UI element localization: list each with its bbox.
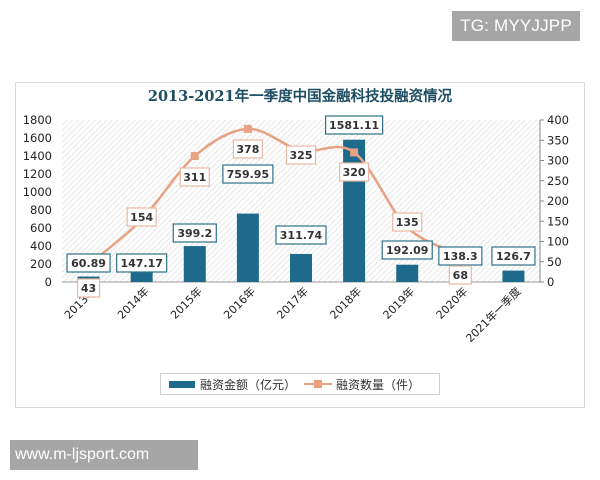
svg-text:320: 320: [343, 166, 366, 179]
right-axis-tick: 350: [547, 133, 569, 147]
x-axis-labels: 2013年 2014年 2015年 2016年 2017年 2018年 2019年 2020年…: [61, 284, 523, 345]
chart-legend: 融资金额（亿元） 融资数量（件）: [160, 373, 440, 395]
svg-text:311.74: 311.74: [280, 229, 323, 242]
line-data-label: 311: [179, 167, 210, 187]
x-axis-label: 2014年: [114, 284, 151, 321]
right-axis-tick: 150: [547, 214, 569, 228]
bar-data-label: 1581.11: [325, 115, 384, 135]
x-axis-label: 2020年: [433, 284, 470, 321]
x-axis-label: 2015年: [167, 284, 204, 321]
svg-text:68: 68: [453, 269, 468, 282]
left-axis-tick: 400: [30, 239, 52, 253]
line-data-label: 325: [285, 145, 317, 165]
legend-item-amount: 融资金额（亿元）: [169, 376, 296, 393]
bar-swatch-icon: [169, 380, 195, 388]
legend-label-amount: 融资金额（亿元）: [200, 377, 297, 392]
line-data-label: 378: [232, 139, 263, 159]
svg-text:325: 325: [290, 149, 313, 162]
bar: [502, 270, 525, 282]
svg-text:135: 135: [396, 216, 419, 229]
legend-label-count: 融资数量（件）: [336, 377, 421, 392]
bar-data-label: 399.2: [172, 223, 217, 243]
right-axis-tick: 300: [547, 154, 569, 168]
left-axis-tick: 1200: [23, 167, 52, 181]
bar-data-label: 126.7: [491, 246, 536, 266]
line-data-label: 135: [392, 212, 423, 232]
svg-text:378: 378: [236, 143, 259, 156]
x-axis-label: 2018年: [327, 284, 364, 321]
line-marker-icon: [350, 148, 359, 157]
bar: [396, 264, 419, 282]
left-axis-tick: 1000: [23, 185, 52, 199]
x-axis-label: 2019年: [380, 284, 417, 321]
line-marker-swatch-icon: [304, 379, 333, 389]
left-axis-tick: 1400: [23, 149, 52, 163]
right-axis-tick: 0: [547, 275, 554, 289]
right-axis-tick: 200: [547, 194, 569, 208]
bar-data-label: 759.95: [222, 164, 274, 184]
left-axis-tick: 600: [30, 221, 52, 235]
bar-data-label: 60.89: [66, 253, 111, 273]
left-axis-tick: 1800: [23, 113, 52, 127]
svg-text:43: 43: [81, 282, 96, 295]
right-axis-tick: 50: [547, 255, 562, 269]
line-data-label: 43: [76, 278, 101, 298]
bar-data-label: 147.17: [116, 253, 168, 273]
x-axis-label: 2021年一季度: [463, 284, 524, 345]
watermark-bottom: www.m-ljsport.com: [10, 440, 198, 470]
chart-title: 2013-2021年一季度中国金融科技投融资情况: [147, 88, 453, 105]
bar: [183, 246, 206, 282]
line-marker-icon: [190, 152, 199, 161]
svg-text:154: 154: [130, 211, 153, 224]
x-axis-label: 2016年: [221, 284, 258, 321]
svg-text:399.2: 399.2: [177, 227, 212, 240]
line-marker-icon: [243, 124, 252, 133]
x-axis-label: 2017年: [274, 284, 311, 321]
right-axis-tick: 400: [547, 113, 569, 127]
svg-text:311: 311: [183, 171, 206, 184]
bar-data-label: 192.09: [381, 240, 433, 260]
bar-data-label: 138.3: [438, 246, 483, 266]
svg-text:60.89: 60.89: [71, 257, 106, 270]
legend-item-count: 融资数量（件）: [304, 376, 420, 393]
right-y-axis: 0 50 100 150 200 250 300 350 400: [539, 113, 569, 289]
svg-text:126.7: 126.7: [496, 250, 531, 263]
svg-text:147.17: 147.17: [120, 257, 162, 270]
left-axis-tick: 200: [30, 257, 52, 271]
bar: [290, 253, 312, 282]
left-axis-tick: 0: [45, 275, 52, 289]
line-data-label: 154: [126, 207, 157, 227]
data-labels: 60.89 147.17 399.2 759.95 311.74 1581.11 192.0…: [66, 115, 536, 298]
right-axis-tick: 250: [547, 174, 569, 188]
svg-text:192.09: 192.09: [386, 244, 428, 257]
watermark-top: TG: MYYJJPP: [452, 11, 580, 41]
left-axis-tick: 1600: [23, 131, 52, 145]
line-data-label: 320: [339, 162, 370, 182]
bar: [236, 213, 259, 282]
line-data-label: 68: [448, 265, 472, 285]
svg-text:1581.11: 1581.11: [329, 119, 379, 132]
right-axis-tick: 100: [547, 235, 569, 249]
bar-data-label: 311.74: [275, 225, 327, 245]
svg-text:759.95: 759.95: [227, 168, 269, 181]
svg-text:138.3: 138.3: [443, 250, 478, 263]
left-axis-tick: 800: [30, 203, 52, 217]
